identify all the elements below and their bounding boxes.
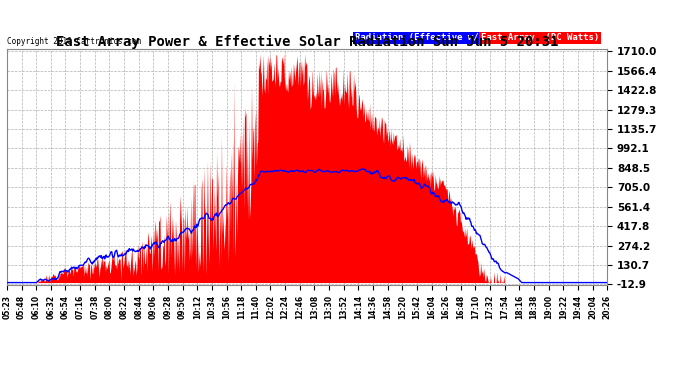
Title: East Array Power & Effective Solar Radiation Sun Jun 5 20:31: East Array Power & Effective Solar Radia… — [56, 34, 558, 49]
Text: Radiation (Effective w/m2): Radiation (Effective w/m2) — [355, 33, 495, 42]
Text: East Array  (DC Watts): East Array (DC Watts) — [481, 33, 600, 42]
Text: Copyright 2010 Cartronics.com: Copyright 2010 Cartronics.com — [7, 37, 141, 46]
